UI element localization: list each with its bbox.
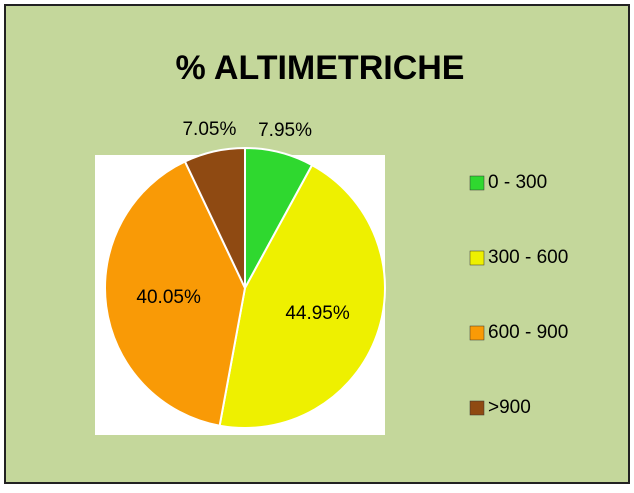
data-label: 40.05% bbox=[136, 287, 201, 308]
legend-label: 600 - 900 bbox=[488, 322, 568, 343]
legend-label: >900 bbox=[488, 397, 531, 418]
legend-marker bbox=[469, 325, 485, 341]
pie-slice bbox=[218, 163, 386, 429]
legend-marker bbox=[469, 400, 485, 416]
data-label: 7.95% bbox=[258, 120, 312, 141]
legend-marker bbox=[469, 175, 485, 191]
legend-label: 0 - 300 bbox=[488, 172, 547, 193]
legend-marker bbox=[469, 250, 485, 266]
data-label: 7.05% bbox=[182, 119, 236, 140]
legend-label: 300 - 600 bbox=[488, 247, 568, 268]
pie-slice bbox=[183, 146, 246, 289]
pie-slice bbox=[104, 160, 247, 427]
chart-title: % ALTIMETRICHE bbox=[176, 49, 465, 87]
data-label: 44.95% bbox=[285, 303, 350, 324]
